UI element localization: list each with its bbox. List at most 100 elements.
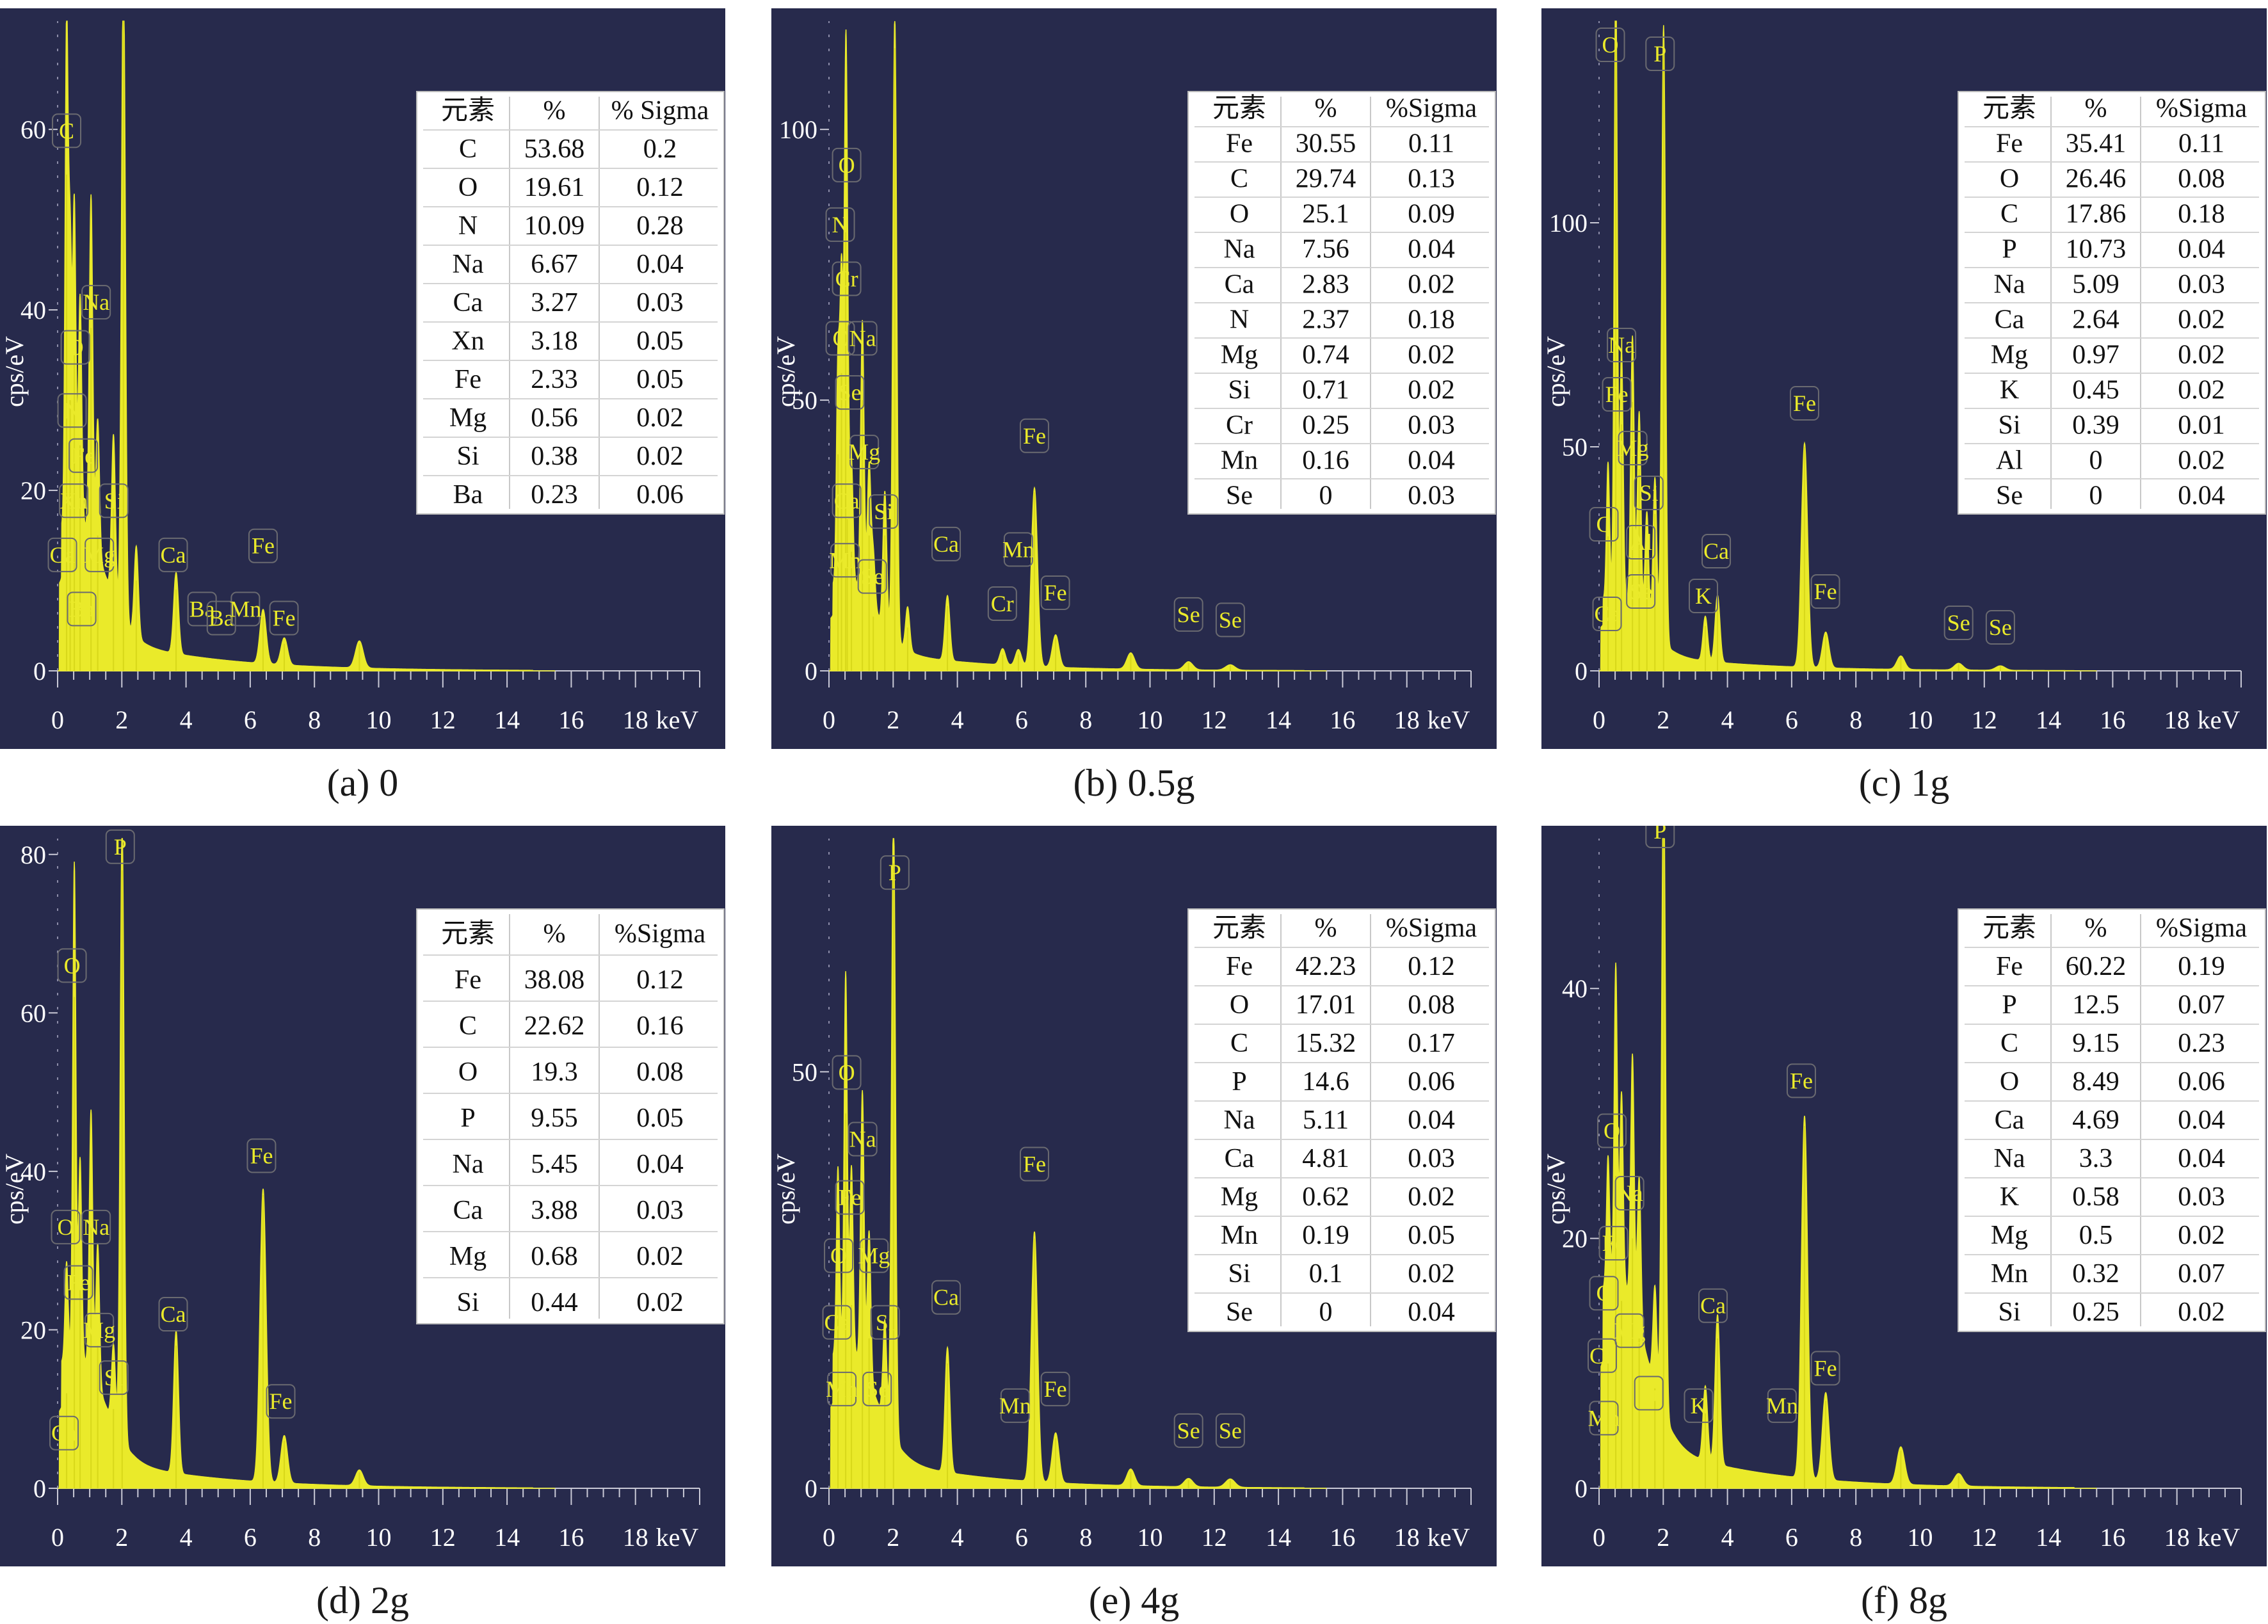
y-tick-label: 20 (1562, 1225, 1588, 1253)
table-cell-percent: 2.64 (2072, 305, 2119, 335)
table-cell-element: Si (1998, 1298, 2020, 1327)
table-cell-sigma: 0.01 (2178, 411, 2225, 440)
x-tick-label: 0 (823, 705, 835, 734)
table-background (416, 91, 725, 515)
table-cell-sigma: 0.02 (1408, 1259, 1455, 1289)
table-cell-sigma: 0.28 (636, 211, 684, 241)
element-label: C (833, 326, 848, 351)
table-cell-percent: 3.3 (2079, 1144, 2113, 1173)
table-cell-percent: 10.73 (2066, 235, 2127, 264)
element-label-box (835, 375, 865, 410)
element-label: P (114, 834, 127, 860)
table-cell-element: Na (1994, 270, 2025, 300)
table-cell-percent: 15.32 (1296, 1029, 1356, 1058)
element-label-box (68, 438, 99, 473)
x-tick-label: 12 (1202, 1523, 1227, 1552)
table-cell-element: Na (1224, 235, 1255, 264)
panel-caption: (f) 8g (1861, 1579, 1947, 1621)
element-label-box (84, 537, 115, 572)
table-cell-sigma: 0.03 (2178, 270, 2225, 300)
x-tick-label: 4 (180, 1523, 193, 1552)
element-label: N (832, 212, 849, 237)
table-background (1958, 908, 2266, 1332)
element-label-box (870, 1305, 900, 1340)
element-label-box (1614, 1176, 1645, 1211)
element-label-box (1173, 597, 1203, 632)
table-cell-sigma: 0.06 (636, 480, 684, 510)
table-cell-sigma: 0.02 (636, 442, 684, 471)
table-cell-element: Al (1996, 446, 2023, 476)
spectrum-panel: 0 2 4 6 8 10 12 14 16 18 keV 0 50 cps/eV P O Na Fe O Mg Ca Si… (771, 826, 1497, 1621)
element-label: Fe (250, 1143, 273, 1169)
element-label-box (848, 1122, 878, 1157)
element-label-box (1786, 1063, 1816, 1098)
element-label-box (1040, 575, 1070, 611)
table-cell-element: Cr (1226, 411, 1253, 440)
spectrum-panel: 0 2 4 6 8 10 12 14 16 18 keV 0 50 100 cps/eV O P Na Fe Mg Si… (1541, 8, 2267, 804)
y-tick-label: 100 (1549, 209, 1588, 237)
element-label-box (1634, 476, 1664, 510)
spectrum-panel: 0 2 4 6 8 10 12 14 16 18 keV 0 20 40 cps/eV P O Fe Na Fe C Mg… (1541, 826, 2267, 1621)
table-cell-element: Mn (1991, 1259, 2028, 1289)
element-label-box (1614, 1313, 1645, 1348)
x-tick-label: 18 (1394, 705, 1420, 734)
element-label-box (1618, 431, 1648, 465)
panel-caption: (c) 1g (1858, 762, 1950, 804)
element-label-box (1985, 610, 2015, 645)
table-cell-percent: 0.25 (1302, 411, 1349, 440)
y-tick-label: 50 (1562, 433, 1588, 462)
element-label: Xn (60, 488, 88, 513)
table-header-element: 元素 (1212, 913, 1266, 943)
element-label-box (857, 559, 887, 594)
x-tick-label: 6 (1785, 1523, 1798, 1552)
element-label-box (1000, 1388, 1030, 1423)
table-background (416, 908, 725, 1324)
table-cell-element: Ca (453, 288, 483, 318)
table-cell-element: P (1232, 1067, 1246, 1097)
element-label: O (1604, 1118, 1620, 1143)
x-unit-label: keV (656, 705, 699, 734)
table-header-percent: % (2085, 94, 2107, 124)
x-tick-label: 4 (1721, 705, 1734, 734)
y-tick-label: 50 (792, 386, 817, 415)
element-label-box (987, 586, 1017, 621)
table-cell-element: Si (1228, 376, 1250, 405)
element-label-box (848, 321, 878, 356)
table-cell-element: C (1230, 165, 1248, 194)
element-label: Fe (1790, 1068, 1813, 1093)
table-cell-percent: 0.16 (1302, 446, 1349, 476)
table-header-element: 元素 (1982, 913, 2036, 943)
element-label: Se (865, 1376, 889, 1402)
element-label-box (827, 1371, 857, 1406)
table-cell-percent: 12.5 (2072, 990, 2119, 1020)
table-cell-percent: 4.69 (2072, 1105, 2119, 1135)
table-cell-element: Na (453, 1150, 484, 1179)
table-cell-sigma: 0.08 (1408, 990, 1455, 1020)
x-tick-label: 10 (366, 1523, 392, 1552)
element-label-box (931, 1280, 961, 1315)
x-tick-label: 8 (308, 1523, 321, 1552)
table-cell-sigma: 0.03 (636, 1196, 684, 1225)
table-cell-sigma: 0.11 (1408, 129, 1454, 159)
element-label-box (1789, 386, 1819, 421)
y-axis-label: cps/eV (771, 336, 800, 407)
element-label-box (1767, 1388, 1797, 1423)
table-header-element: 元素 (1212, 94, 1266, 124)
composition-table: 元素% %Sigma Fe 42.23 0.12 O 17.01 0.08 C 15.32 0.17… (1187, 908, 1496, 1332)
x-tick-label: 0 (823, 1523, 835, 1552)
table-cell-sigma: 0.06 (2178, 1067, 2225, 1097)
table-cell-percent: 0.25 (2072, 1298, 2119, 1327)
table-cell-percent: 0 (2089, 446, 2103, 476)
x-tick-label: 14 (2036, 1523, 2061, 1552)
element-label-box (1589, 1276, 1619, 1311)
element-label: Fe (273, 606, 296, 631)
table-cell-percent: 0.56 (531, 403, 578, 433)
table-cell-percent: 0.45 (2072, 376, 2119, 405)
element-label-box (1810, 574, 1840, 609)
element-label: Mg (848, 439, 880, 465)
element-label: Na (83, 1214, 109, 1240)
x-tick-label: 14 (1266, 705, 1291, 734)
table-cell-percent: 0 (1319, 1298, 1333, 1327)
element-label: Cr (835, 266, 858, 291)
composition-table: 元素% % Sigma C 53.68 0.2 O 19.61 0.12 N 10.09 0.28 N… (416, 91, 725, 515)
